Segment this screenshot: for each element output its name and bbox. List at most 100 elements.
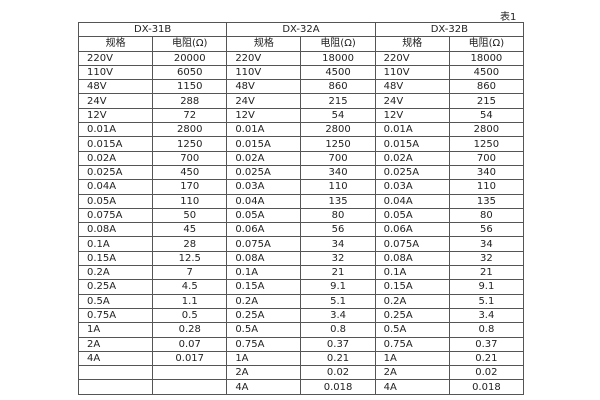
- resistance-cell: 0.37: [300, 336, 376, 352]
- spec-cell: 0.04A: [226, 193, 302, 209]
- spec-cell: 0.015A: [374, 136, 450, 152]
- spec-cell: 24V: [374, 93, 450, 109]
- resistance-cell: 50: [152, 207, 228, 224]
- table-row: 0.08A 45 0.06A 56 0.06A 56: [77, 222, 525, 238]
- spec-cell: 0.5A: [374, 322, 450, 338]
- resistance-cell: 12.5: [152, 250, 228, 267]
- spec-cell: 1A: [226, 350, 302, 367]
- resistance-cell: 700: [152, 150, 228, 166]
- resistance-cell: 340: [300, 164, 376, 181]
- resistance-cell: 0.8: [300, 322, 376, 338]
- spec-cell: 24V: [226, 93, 302, 109]
- sub-header-row: 规格 电阻(Ω) 规格 电阻(Ω) 规格 电阻(Ω): [77, 36, 525, 52]
- table-row: 2A 0.07 0.75A 0.37 0.75A 0.37: [77, 336, 525, 352]
- spec-cell: 110V: [226, 64, 302, 81]
- resistance-cell: 1250: [448, 136, 525, 152]
- spec-cell: 0.075A: [77, 207, 154, 224]
- spec-cell: 0.075A: [226, 236, 302, 252]
- resistance-cell: 0.28: [152, 322, 228, 338]
- spec-cell: 24V: [77, 93, 154, 109]
- resistance-cell: 1250: [152, 136, 228, 152]
- resistance-cell: 450: [152, 164, 228, 181]
- sub-header: 电阻(Ω): [152, 36, 228, 52]
- table-row: 0.15A 12.5 0.08A 32 0.08A 32: [77, 250, 525, 267]
- resistance-cell: 72: [152, 107, 228, 124]
- spec-cell: 0.05A: [226, 207, 302, 224]
- resistance-cell: 135: [448, 193, 525, 209]
- resistance-cell: 6050: [152, 64, 228, 81]
- resistance-cell: 215: [300, 93, 376, 109]
- table-row: 4A 0.018 4A 0.018: [77, 379, 525, 395]
- spec-cell: 0.25A: [226, 307, 302, 324]
- resistance-cell: 2800: [152, 122, 228, 138]
- table-body: DX-31B DX-32A DX-32B 规格 电阻(Ω) 规格 电阻(Ω) 规格 电阻(Ω) 2…: [77, 21, 525, 395]
- resistance-cell: 28: [152, 236, 228, 252]
- resistance-cell: 34: [448, 236, 525, 252]
- resistance-cell: 4500: [448, 64, 525, 81]
- resistance-cell: 110: [152, 193, 228, 209]
- resistance-cell: 54: [448, 107, 525, 124]
- resistance-cell: 21: [448, 265, 525, 281]
- resistance-cell: 170: [152, 179, 228, 195]
- resistance-cell: 700: [300, 150, 376, 166]
- spec-cell: 0.075A: [374, 236, 450, 252]
- spec-cell: 0.25A: [77, 279, 154, 295]
- resistance-cell: 0.02: [448, 365, 525, 381]
- spec-cell: 0.75A: [226, 336, 302, 352]
- spec-cell: 0.01A: [374, 122, 450, 138]
- spec-cell: 0.05A: [77, 193, 154, 209]
- data-table: DX-31B DX-32A DX-32B 规格 电阻(Ω) 规格 电阻(Ω) 规格 电阻(Ω) 2…: [77, 21, 525, 395]
- resistance-cell: 32: [448, 250, 525, 267]
- resistance-cell: 0.8: [448, 322, 525, 338]
- spec-cell: 48V: [77, 79, 154, 95]
- spec-cell: 2A: [77, 336, 154, 352]
- group-header: DX-31B: [77, 21, 228, 38]
- spec-cell: 0.25A: [374, 307, 450, 324]
- spec-cell: 0.08A: [226, 250, 302, 267]
- spec-cell: 0.5A: [226, 322, 302, 338]
- resistance-cell: 56: [448, 222, 525, 238]
- table-row: 0.025A 450 0.025A 340 0.025A 340: [77, 164, 525, 181]
- resistance-cell: 54: [300, 107, 376, 124]
- resistance-cell: 700: [448, 150, 525, 166]
- spec-cell: 48V: [226, 79, 302, 95]
- spec-cell: 0.01A: [226, 122, 302, 138]
- resistance-cell: 340: [448, 164, 525, 181]
- spec-cell: 0.2A: [77, 265, 154, 281]
- spec-cell: 4A: [226, 379, 302, 395]
- spec-cell: 48V: [374, 79, 450, 95]
- spec-cell: 0.06A: [226, 222, 302, 238]
- resistance-cell: 0.21: [448, 350, 525, 367]
- spec-cell: 0.15A: [226, 279, 302, 295]
- resistance-cell: 135: [300, 193, 376, 209]
- table-row: 220V 20000 220V 18000 220V 18000: [77, 50, 525, 66]
- spec-cell: 4A: [77, 350, 154, 367]
- spec-cell: 0.04A: [77, 179, 154, 195]
- table-row: 1A 0.28 0.5A 0.8 0.5A 0.8: [77, 322, 525, 338]
- resistance-cell: 80: [448, 207, 525, 224]
- spec-cell: 0.75A: [374, 336, 450, 352]
- resistance-cell: 5.1: [300, 293, 376, 309]
- spec-cell: 0.02A: [226, 150, 302, 166]
- resistance-cell: 3.4: [448, 307, 525, 324]
- spec-cell: 220V: [374, 50, 450, 66]
- resistance-cell: 4500: [300, 64, 376, 81]
- spec-cell: 12V: [374, 107, 450, 124]
- spec-cell: 2A: [374, 365, 450, 381]
- table-row: 0.2A 7 0.1A 21 0.1A 21: [77, 265, 525, 281]
- group-header: DX-32A: [226, 21, 376, 38]
- spec-cell: 4A: [374, 379, 450, 395]
- table-row: 48V 1150 48V 860 48V 860: [77, 79, 525, 95]
- table-row: 0.01A 2800 0.01A 2800 0.01A 2800: [77, 122, 525, 138]
- table-row: 0.5A 1.1 0.2A 5.1 0.2A 5.1: [77, 293, 525, 309]
- resistance-cell: 5.1: [448, 293, 525, 309]
- resistance-cell: 110: [300, 179, 376, 195]
- sub-header: 规格: [374, 36, 450, 52]
- spec-cell: 0.015A: [226, 136, 302, 152]
- spec-cell: 0.025A: [374, 164, 450, 181]
- resistance-cell: 80: [300, 207, 376, 224]
- spec-cell: 0.1A: [226, 265, 302, 281]
- table-row: 0.1A 28 0.075A 34 0.075A 34: [77, 236, 525, 252]
- spec-cell: 0.5A: [77, 293, 154, 309]
